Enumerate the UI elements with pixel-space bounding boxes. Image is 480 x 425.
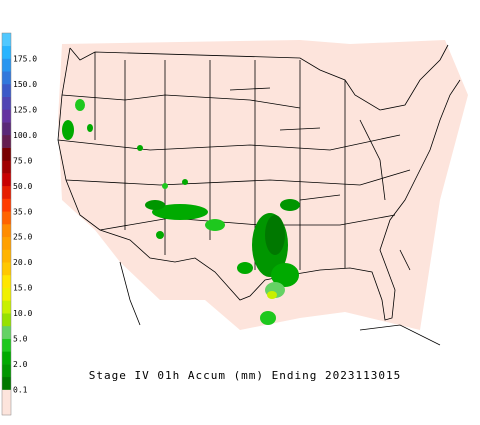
colorbar-label: 150.0 bbox=[13, 80, 37, 89]
colorbar-swatch bbox=[2, 300, 11, 314]
colorbar-label: 10.0 bbox=[13, 309, 32, 318]
colorbar-swatch bbox=[2, 96, 11, 110]
colorbar-label: 0.1 bbox=[13, 386, 28, 395]
colorbar-frame bbox=[1, 32, 12, 416]
colorbar-label: 25.0 bbox=[13, 233, 32, 242]
colorbar-swatch bbox=[2, 211, 11, 225]
colorbar-swatch bbox=[2, 45, 11, 59]
colorbar-swatch bbox=[2, 262, 11, 276]
colorbar-swatch bbox=[2, 338, 11, 352]
colorbar-swatch bbox=[2, 287, 11, 301]
colorbar-swatch bbox=[2, 389, 11, 403]
colorbar-swatch bbox=[2, 109, 11, 123]
colorbar-swatch bbox=[2, 160, 11, 174]
colorbar-swatch bbox=[2, 351, 11, 365]
colorbar-label: 175.0 bbox=[13, 54, 37, 63]
colorbar-swatch bbox=[2, 313, 11, 327]
colorbar-swatch bbox=[2, 402, 11, 416]
colorbar-label: 100.0 bbox=[13, 131, 37, 140]
colorbar-swatch bbox=[2, 122, 11, 136]
colorbar-swatch bbox=[2, 71, 11, 85]
colorbar-swatch bbox=[2, 376, 11, 390]
colorbar-swatch bbox=[2, 198, 11, 212]
domain bbox=[58, 40, 468, 330]
colorbar-label: 50.0 bbox=[13, 182, 32, 191]
colorbar-label: 15.0 bbox=[13, 284, 32, 293]
map-title: Stage IV 01h Accum (mm) Ending 202311301… bbox=[89, 369, 402, 382]
colorbar-swatch bbox=[2, 249, 11, 263]
colorbar-swatch bbox=[2, 173, 11, 187]
colorbar-swatch bbox=[2, 147, 11, 161]
colorbar-label: 2.0 bbox=[13, 360, 28, 369]
colorbar-swatch bbox=[2, 364, 11, 378]
colorbar-swatch bbox=[2, 325, 11, 339]
colorbar-swatch bbox=[2, 58, 11, 72]
colorbar-swatch bbox=[2, 224, 11, 238]
colorbar-swatch bbox=[2, 185, 11, 199]
colorbar-label: 75.0 bbox=[13, 156, 32, 165]
colorbar-swatch bbox=[2, 134, 11, 148]
colorbar-label: 20.0 bbox=[13, 258, 32, 267]
colorbar-label: 35.0 bbox=[13, 207, 32, 216]
colorbar-swatch bbox=[2, 274, 11, 288]
precip bbox=[62, 99, 300, 325]
colorbar-label: 5.0 bbox=[13, 335, 28, 344]
colorbar-label: 125.0 bbox=[13, 105, 37, 114]
colorbar-swatch bbox=[2, 33, 11, 47]
colorbar-swatch bbox=[2, 236, 11, 250]
colorbar-swatch bbox=[2, 83, 11, 97]
